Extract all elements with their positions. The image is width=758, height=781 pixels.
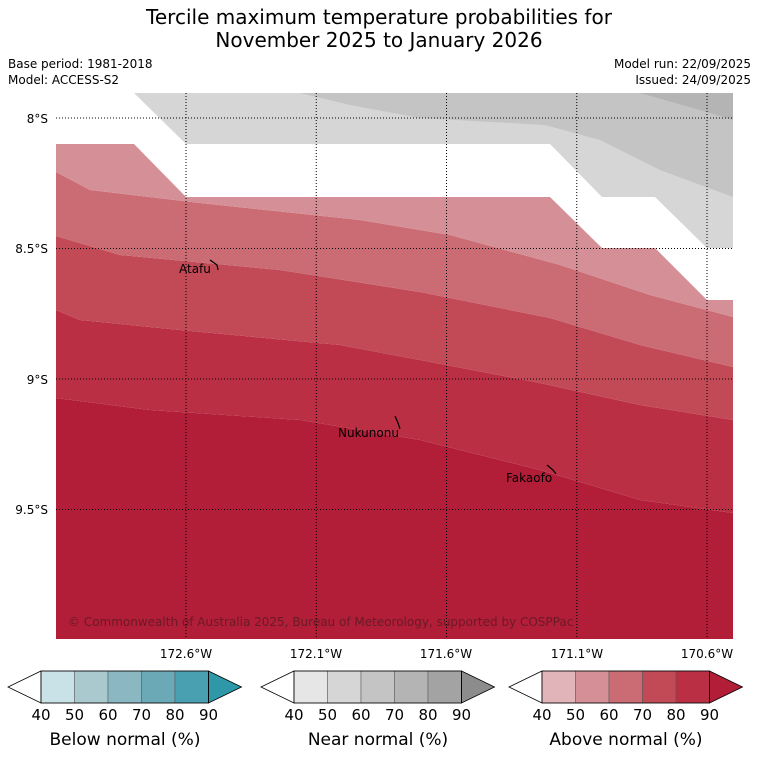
lat-label-9s: 9°S bbox=[27, 373, 48, 387]
colorbar-below: 40 50 60 70 80 90 bbox=[7, 670, 243, 724]
region-above-60 bbox=[56, 172, 733, 367]
colorbar-above-label: Above normal (%) bbox=[549, 730, 703, 750]
lon-label-171-1w: 171.1°W bbox=[551, 647, 603, 661]
lon-label-172-1w: 172.1°W bbox=[290, 647, 342, 661]
region-above-80 bbox=[56, 310, 733, 513]
colorbar-segment bbox=[174, 670, 209, 704]
lat-labels: 8°S 8.5°S 9°S 9.5°S bbox=[15, 112, 48, 517]
colorbar-tick-label: 50 bbox=[65, 706, 84, 724]
model-text: Model: ACCESS-S2 bbox=[8, 73, 120, 87]
copyright-notice: © Commonwealth of Australia 2025, Bureau… bbox=[68, 615, 573, 629]
colorbar-segment bbox=[40, 670, 75, 704]
colorbar-high-extension bbox=[208, 670, 243, 704]
colorbar-segment bbox=[141, 670, 176, 704]
colorbar-segment bbox=[675, 670, 710, 704]
map-regions bbox=[56, 93, 733, 639]
colorbar-low-extension bbox=[7, 670, 42, 704]
colorbar-segment bbox=[642, 670, 677, 704]
issued-text: Issued: 24/09/2025 bbox=[635, 73, 751, 87]
colorbar-segment bbox=[575, 670, 610, 704]
lat-label-8-5s: 8.5°S bbox=[15, 242, 48, 256]
colorbar-outline bbox=[293, 670, 462, 704]
lat-label-8s: 8°S bbox=[27, 112, 48, 126]
colorbar-high-extension bbox=[461, 670, 496, 704]
atafu-atoll bbox=[209, 259, 219, 271]
colorbar-segment bbox=[394, 670, 429, 704]
region-above-70 bbox=[56, 236, 733, 420]
colorbar-tick-label: 80 bbox=[165, 706, 184, 724]
map-title-line-1: Tercile maximum temperature probabilitie… bbox=[146, 5, 612, 29]
colorbar-low-extension bbox=[260, 670, 295, 704]
colorbar-segment bbox=[427, 670, 462, 704]
colorbar-tick-label: 60 bbox=[599, 706, 618, 724]
place-label-nukunonu: Nukunonu bbox=[338, 426, 399, 440]
lat-label-9-5s: 9.5°S bbox=[15, 503, 48, 517]
base-period-text: Base period: 1981-2018 bbox=[8, 57, 153, 71]
colorbar-tick-label: 90 bbox=[452, 706, 471, 724]
place-label-atafu: Atafu bbox=[179, 262, 211, 276]
fakaofo-atoll bbox=[546, 464, 557, 475]
region-near-70 bbox=[640, 93, 733, 120]
colorbar-tick-label: 80 bbox=[666, 706, 685, 724]
colorbar-tick-label: 40 bbox=[31, 706, 50, 724]
region-above-50 bbox=[56, 144, 733, 317]
colorbar-near: 40 50 60 70 80 90 bbox=[260, 670, 496, 724]
graticule bbox=[56, 93, 733, 639]
colorbar-segment bbox=[293, 670, 328, 704]
colorbar-tick-label: 90 bbox=[199, 706, 218, 724]
colorbar-segment bbox=[74, 670, 109, 704]
colorbar-outline bbox=[541, 670, 710, 704]
lon-label-170-6w: 170.6°W bbox=[681, 647, 733, 661]
map-title-line-2: November 2025 to January 2026 bbox=[215, 28, 543, 52]
model-run-text: Model run: 22/09/2025 bbox=[613, 57, 751, 71]
lon-labels: 172.6°W 172.1°W 171.6°W 171.1°W 170.6°W bbox=[160, 647, 733, 661]
colorbar-segment bbox=[327, 670, 362, 704]
colorbar-tick-label: 70 bbox=[385, 706, 404, 724]
colorbar-near-label: Near normal (%) bbox=[307, 730, 449, 750]
lon-label-172-6w: 172.6°W bbox=[160, 647, 212, 661]
region-near-60 bbox=[300, 93, 733, 197]
colorbar-tick-label: 40 bbox=[284, 706, 303, 724]
colorbar-segment bbox=[541, 670, 576, 704]
colorbar-tick-label: 70 bbox=[633, 706, 652, 724]
colorbar-tick-label: 50 bbox=[566, 706, 585, 724]
colorbar-above: 40 50 60 70 80 90 bbox=[508, 670, 744, 724]
colorbar-segment bbox=[608, 670, 643, 704]
lon-label-171-6w: 171.6°W bbox=[420, 647, 472, 661]
colorbar-low-extension bbox=[508, 670, 543, 704]
colorbar-tick-label: 90 bbox=[700, 706, 719, 724]
colorbar-tick-label: 80 bbox=[418, 706, 437, 724]
colorbar-tick-label: 70 bbox=[132, 706, 151, 724]
colorbar-segment bbox=[107, 670, 142, 704]
places: Atafu Nukunonu Fakaofo bbox=[179, 259, 557, 485]
place-label-fakaofo: Fakaofo bbox=[506, 471, 552, 485]
colorbar-tick-label: 40 bbox=[532, 706, 551, 724]
colorbar-tick-label: 60 bbox=[98, 706, 117, 724]
colorbar-outline bbox=[40, 670, 209, 704]
colorbar-segment bbox=[360, 670, 395, 704]
colorbar-high-extension bbox=[709, 670, 744, 704]
colorbar-tick-label: 60 bbox=[351, 706, 370, 724]
nukunonu-atoll bbox=[394, 415, 401, 430]
colorbar-tick-label: 50 bbox=[318, 706, 337, 724]
region-above-90 bbox=[56, 398, 733, 639]
colorbar-below-label: Below normal (%) bbox=[49, 730, 201, 750]
